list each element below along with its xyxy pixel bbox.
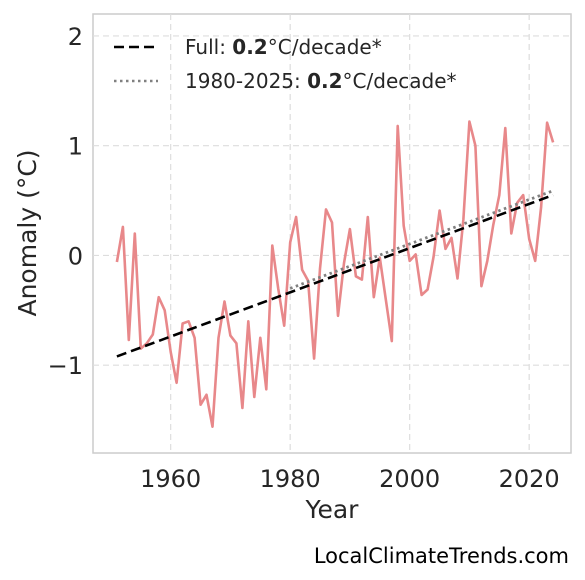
grid	[93, 14, 571, 453]
trend-line-recent	[289, 189, 554, 290]
series-layer	[115, 120, 555, 429]
legend-label-recent: 1980-2025: 0.2°C/decade*	[185, 69, 457, 93]
y-tick-label: 0	[68, 242, 83, 270]
trend-line-full	[116, 193, 554, 358]
y-tick-label: −1	[48, 352, 83, 380]
x-tick-label: 2000	[379, 465, 440, 493]
legend-full-value: 0.2	[232, 35, 267, 59]
legend-recent-prefix: 1980-2025:	[185, 69, 307, 93]
watermark: LocalClimateTrends.com	[313, 544, 569, 568]
x-tick-label: 2020	[499, 465, 560, 493]
y-tick-label: 2	[68, 23, 83, 51]
y-tick-label: 1	[68, 133, 83, 161]
legend-recent-value: 0.2	[307, 69, 342, 93]
legend: Full: 0.2°C/decade* 1980-2025: 0.2°C/dec…	[114, 35, 457, 93]
trend-layer	[116, 189, 554, 358]
anomaly-series-line	[115, 120, 555, 429]
y-axis-title: Anomaly (°C)	[13, 149, 42, 316]
x-tick-label: 1980	[260, 465, 321, 493]
tick-layer: 1960 1980 2000 2020 2 1 0 −1	[48, 23, 560, 493]
legend-label-full: Full: 0.2°C/decade*	[185, 35, 382, 59]
legend-full-prefix: Full:	[185, 35, 232, 59]
legend-recent-suffix: °C/decade*	[343, 69, 457, 93]
x-axis-title: Year	[305, 495, 360, 524]
legend-full-suffix: °C/decade*	[268, 35, 382, 59]
x-tick-label: 1960	[140, 465, 201, 493]
